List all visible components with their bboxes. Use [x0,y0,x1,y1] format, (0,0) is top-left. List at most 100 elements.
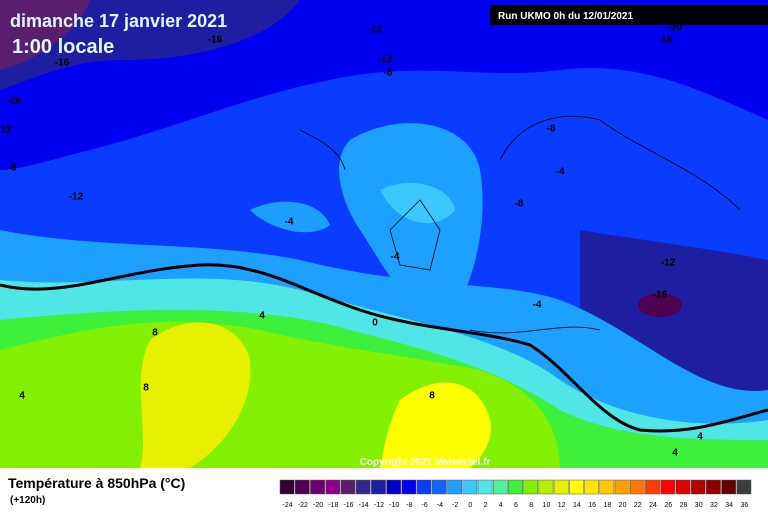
run-info: Run UKMO 0h du 12/01/2021 [498,11,633,22]
contour-label: -8 [515,199,524,210]
cold-area [0,0,90,70]
scale-swatch [584,479,599,495]
scale-label: -20 [313,502,323,509]
contour-label: -16 [208,35,223,46]
contour-label: -16 [55,58,70,69]
scale-label: 0 [468,502,472,509]
scale-label: -8 [406,502,412,509]
scale-swatch [447,479,462,495]
contour-label: -4 [391,252,400,263]
scale-swatch [660,479,676,495]
contour-label: 8 [429,391,435,402]
scale-label: -18 [328,502,338,509]
scale-swatch [538,479,554,495]
scale-swatch [386,479,402,495]
contour-label: -8 [384,68,393,79]
contour-label: 4 [19,391,25,402]
contour-label: 8 [152,328,158,339]
scale-label: -24 [283,502,293,509]
scale-label: 4 [499,502,503,509]
scale-label: 18 [603,502,611,509]
scale-swatch [462,479,478,495]
scale-swatch [401,479,417,495]
color-scale: -24 -22 -20 -18 -16 -14 -12 -10 -8 -6 -4 -2 0 2 4 6 8 10 1… [279,479,752,509]
scale-label: 8 [529,502,533,509]
scale-label: -14 [359,502,369,509]
contour-label: -12 [368,25,383,36]
contour-label: 0 [372,318,378,329]
scale-swatch [569,479,584,495]
scale-label: 36 [740,502,748,509]
contour-label: -12 [661,258,676,269]
scale-swatch [706,479,721,495]
contour-label: 4 [672,448,678,459]
contour-label: -8 [547,124,556,135]
contour-label: -20 [668,23,683,34]
warm-area [380,382,491,468]
scale-label: -4 [437,502,443,509]
scale-label: -2 [452,502,458,509]
scale-label: 34 [725,502,733,509]
scale-swatch [553,479,569,495]
scale-label: 12 [558,502,566,509]
scale-label: 16 [588,502,596,509]
scale-label: 26 [664,502,672,509]
cold-area [580,230,768,400]
contour-label: 4 [697,432,703,443]
scale-swatch [508,479,523,495]
scale-label: -12 [374,502,384,509]
scale-swatch [477,479,493,495]
scale-swatch [629,479,645,495]
scale-label: 14 [573,502,581,509]
scale-swatch [523,479,539,495]
scale-label: 28 [680,502,688,509]
contour-label: -4 [285,217,294,228]
scale-swatch [492,479,508,495]
scale-swatch [355,479,371,495]
contour-label: -16 [653,290,668,301]
scale-swatch [416,479,432,495]
map: -16 -12 -16 -12 -8 -16 12 -8 -12 -8 -4 -… [0,0,768,468]
contour-label: -4 [533,300,542,311]
scale-swatch [340,479,356,495]
scale-label: 24 [649,502,657,509]
scale-swatch [614,479,630,495]
scale-swatch [325,479,341,495]
contour-label: -12 [69,192,84,203]
scale-swatch [675,479,691,495]
contour-label: 12 [0,125,12,136]
scale-swatch [371,479,386,495]
warm-area [140,322,251,468]
contour-label: -16 [7,96,22,107]
scale-swatch [279,479,295,495]
scale-label: -6 [422,502,428,509]
scale-swatch [599,479,615,495]
scale-swatch [310,479,325,495]
contour-label: -4 [556,167,565,178]
copyright: Copyright 2021 Meteociel.fr [360,457,491,468]
zero-isotherm [0,263,768,433]
scale-label: -16 [343,502,353,509]
contour-label: -16 [658,35,673,46]
scale-swatch [294,479,310,495]
scale-swatch [690,479,706,495]
scale-swatch [645,479,660,495]
contour-label: -12 [378,55,393,66]
lead-time: (+120h) [10,495,45,506]
scale-label: 2 [484,502,488,509]
scale-label: 30 [695,502,703,509]
run-box [490,5,768,25]
scale-label: 6 [514,502,518,509]
scale-label: 32 [710,502,718,509]
mild-area [339,123,483,330]
mild-area [250,201,330,233]
scale-label: 10 [543,502,551,509]
contour-label: 4 [259,311,265,322]
scale-label: 22 [634,502,642,509]
legend-title: Température à 850hPa (°C) [8,475,185,491]
contour-label: 8 [143,383,149,394]
contour-label: -8 [8,163,17,174]
scale-label: -10 [389,502,399,509]
scale-label: 20 [619,502,627,509]
